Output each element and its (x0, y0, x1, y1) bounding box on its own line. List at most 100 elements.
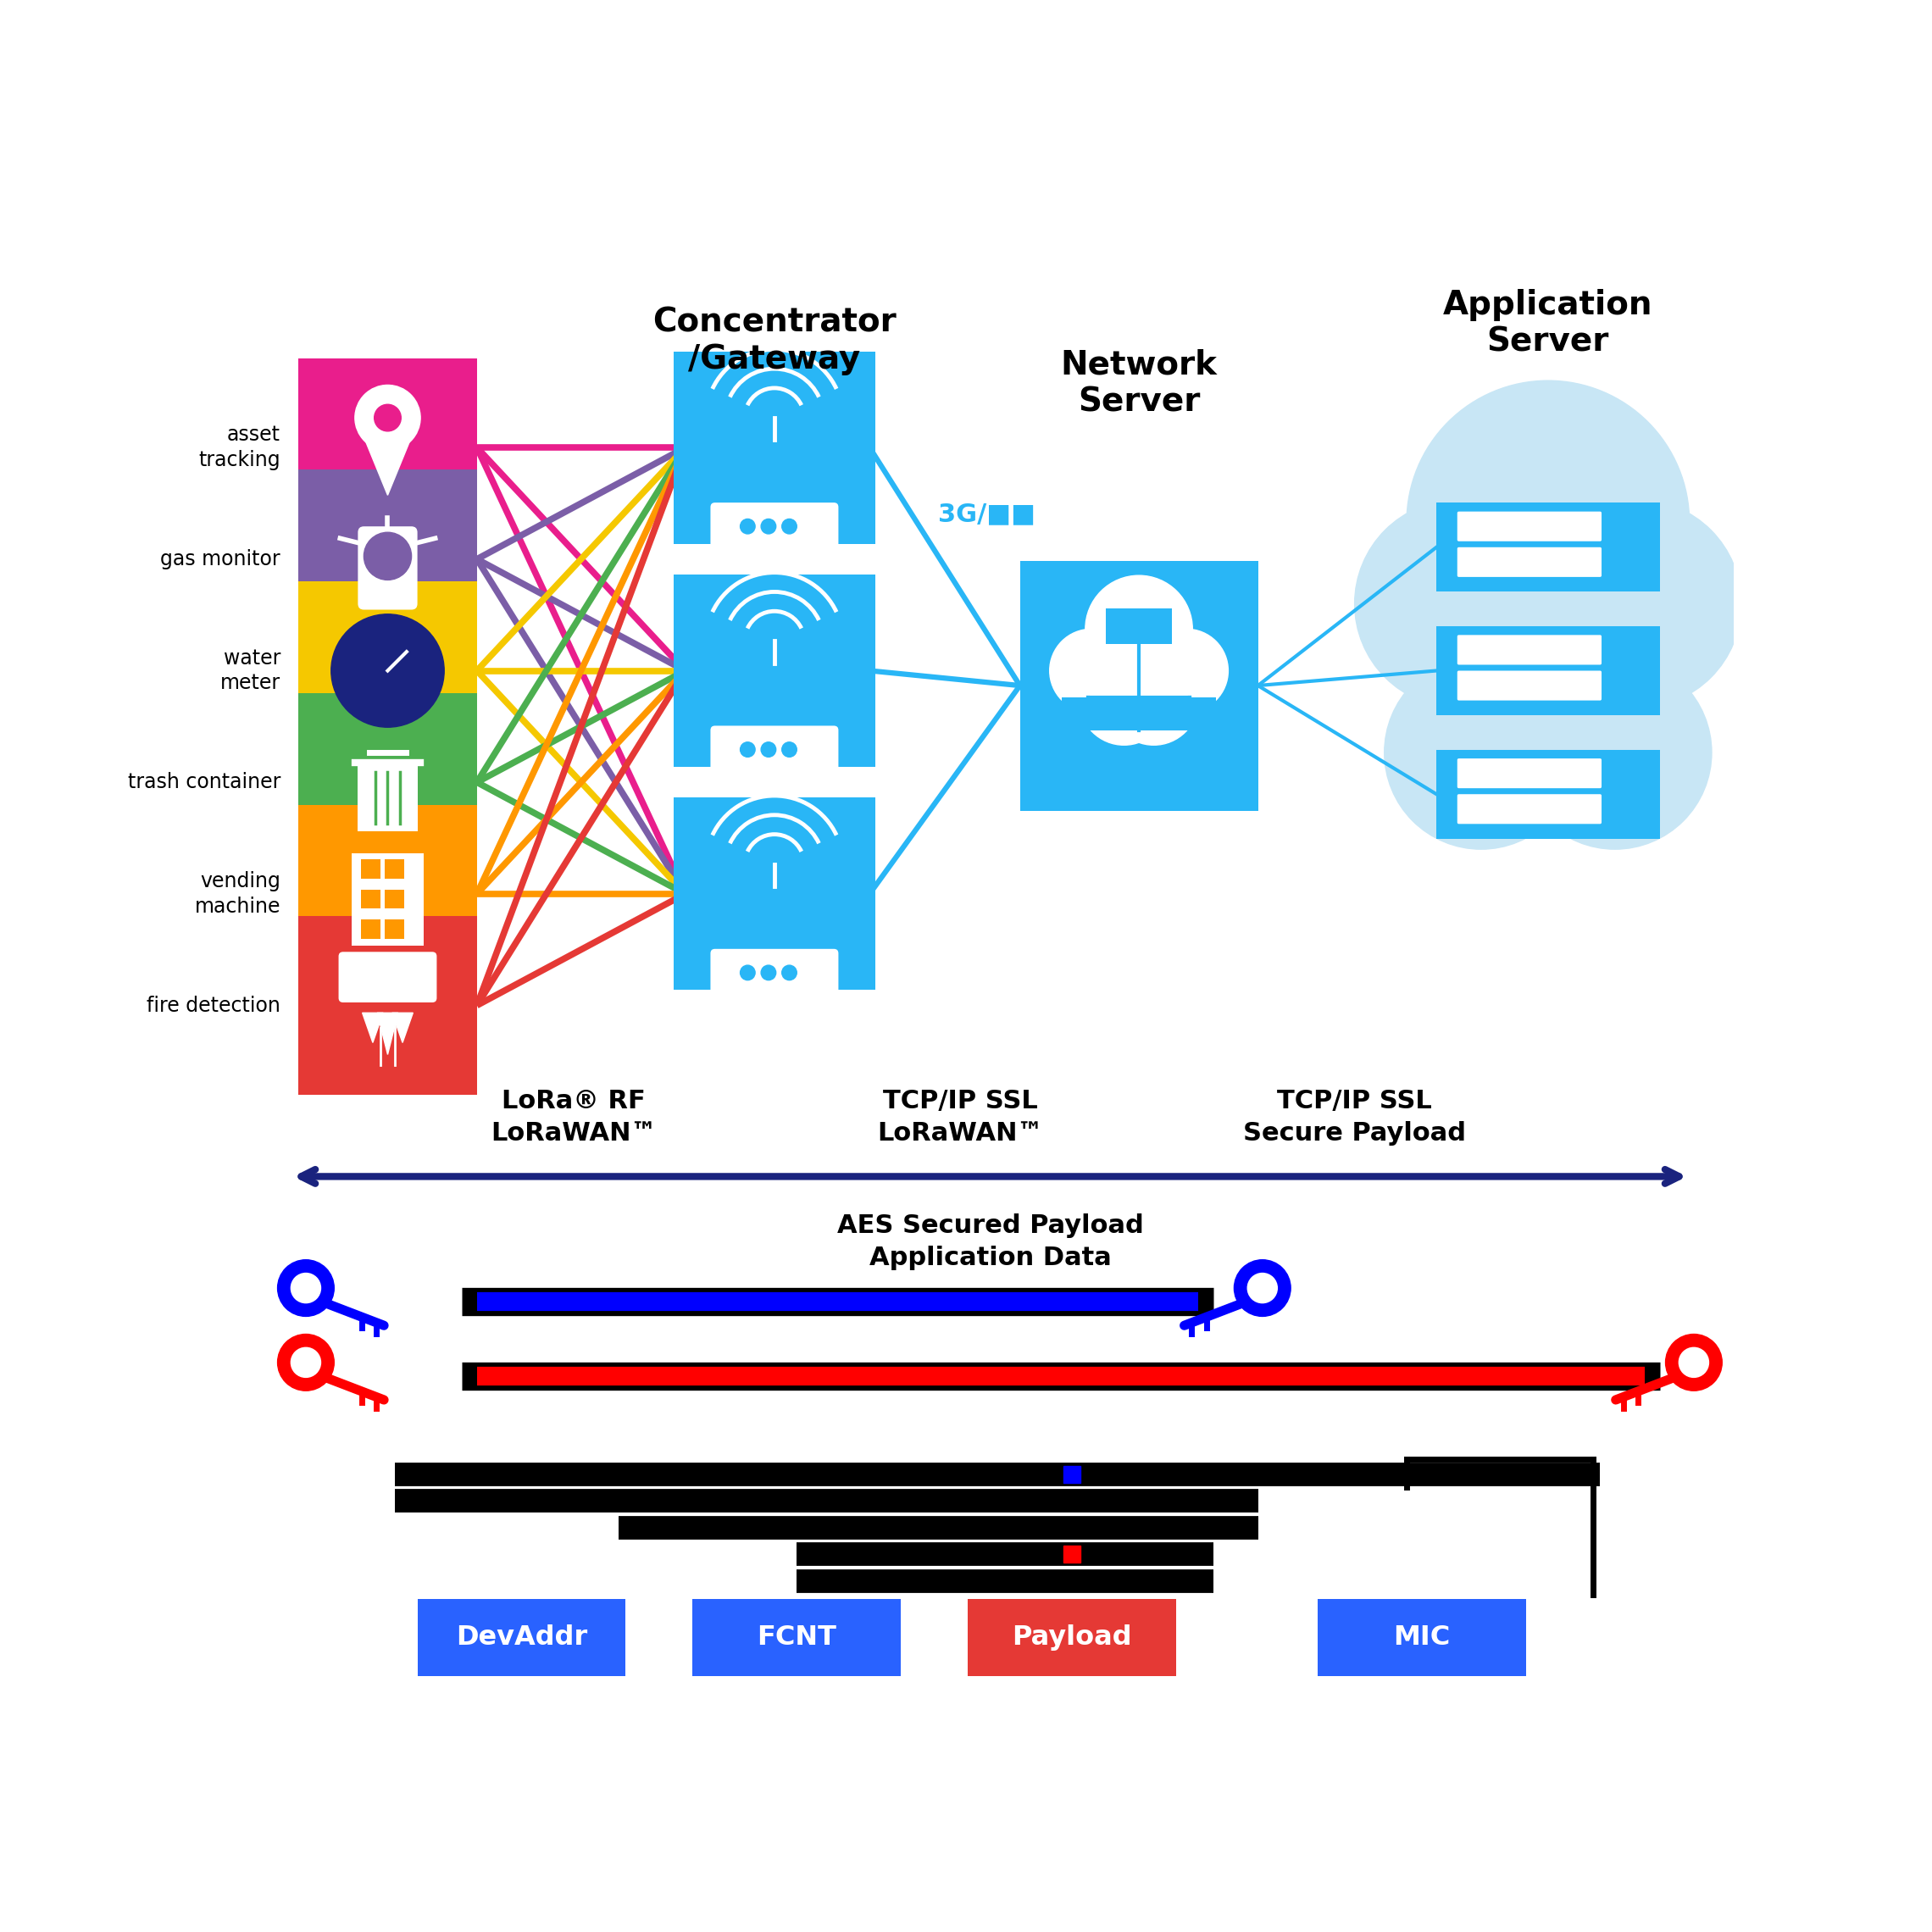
Circle shape (1406, 381, 1689, 663)
Circle shape (1235, 1260, 1291, 1316)
Text: DevAddr: DevAddr (456, 1625, 587, 1650)
FancyBboxPatch shape (711, 726, 838, 773)
FancyBboxPatch shape (1437, 750, 1660, 838)
FancyBboxPatch shape (384, 860, 404, 879)
Text: fire detection: fire detection (147, 995, 280, 1016)
FancyBboxPatch shape (357, 763, 417, 831)
FancyBboxPatch shape (1107, 609, 1171, 643)
Circle shape (782, 520, 796, 533)
FancyBboxPatch shape (357, 526, 417, 611)
FancyBboxPatch shape (361, 860, 381, 879)
Circle shape (740, 520, 755, 533)
Text: Application
Server: Application Server (1443, 288, 1654, 357)
Circle shape (278, 1260, 334, 1316)
Text: Network
Server: Network Server (1061, 348, 1217, 417)
FancyBboxPatch shape (352, 854, 423, 947)
Circle shape (1422, 545, 1675, 798)
Polygon shape (377, 1012, 398, 1055)
Text: water
meter: water meter (220, 647, 280, 694)
Polygon shape (357, 960, 417, 999)
Text: TCP/IP SSL
Secure Payload: TCP/IP SSL Secure Payload (1242, 1088, 1466, 1146)
FancyBboxPatch shape (672, 798, 875, 989)
Circle shape (1665, 1335, 1721, 1391)
FancyBboxPatch shape (672, 574, 875, 767)
Text: trash container: trash container (128, 773, 280, 792)
Text: MIC: MIC (1393, 1625, 1451, 1650)
FancyBboxPatch shape (384, 889, 404, 908)
Circle shape (740, 966, 755, 980)
Polygon shape (363, 1012, 383, 1043)
FancyBboxPatch shape (711, 502, 838, 549)
FancyBboxPatch shape (338, 952, 437, 1003)
Polygon shape (361, 429, 415, 495)
Circle shape (355, 384, 421, 450)
Circle shape (740, 742, 755, 757)
Circle shape (1080, 655, 1169, 746)
Circle shape (1248, 1273, 1277, 1302)
Circle shape (1605, 516, 1625, 537)
Text: FCNT: FCNT (757, 1625, 837, 1650)
Circle shape (761, 742, 777, 757)
Circle shape (363, 533, 412, 580)
Text: Concentrator
/Gateway: Concentrator /Gateway (653, 305, 896, 375)
FancyBboxPatch shape (711, 949, 838, 995)
Text: asset
tracking: asset tracking (199, 425, 280, 469)
FancyBboxPatch shape (361, 889, 381, 908)
Text: TCP/IP SSL
LoRaWAN™: TCP/IP SSL LoRaWAN™ (877, 1088, 1043, 1146)
Circle shape (1146, 630, 1229, 713)
Text: LoRa® RF
LoRaWAN™: LoRa® RF LoRaWAN™ (491, 1088, 657, 1146)
FancyBboxPatch shape (1457, 759, 1602, 788)
Circle shape (1109, 655, 1198, 746)
FancyBboxPatch shape (1457, 794, 1602, 823)
Circle shape (782, 742, 796, 757)
Polygon shape (392, 1012, 413, 1043)
FancyBboxPatch shape (692, 1600, 900, 1677)
Circle shape (1605, 639, 1625, 661)
FancyBboxPatch shape (1113, 697, 1165, 730)
Circle shape (782, 966, 796, 980)
FancyBboxPatch shape (1318, 1600, 1526, 1677)
Circle shape (1086, 576, 1192, 682)
FancyBboxPatch shape (968, 1600, 1177, 1677)
Circle shape (1049, 630, 1132, 713)
Circle shape (1534, 500, 1741, 707)
Circle shape (278, 1335, 334, 1391)
FancyBboxPatch shape (361, 920, 381, 939)
Text: 3G/■■: 3G/■■ (939, 502, 1036, 527)
FancyBboxPatch shape (1163, 697, 1217, 730)
FancyBboxPatch shape (1457, 670, 1602, 701)
FancyBboxPatch shape (298, 469, 477, 649)
Circle shape (1679, 1349, 1708, 1378)
Circle shape (1605, 674, 1625, 696)
FancyBboxPatch shape (298, 916, 477, 1095)
Circle shape (1605, 798, 1625, 819)
Text: gas monitor: gas monitor (160, 549, 280, 570)
Circle shape (330, 614, 444, 726)
Circle shape (1605, 763, 1625, 784)
FancyBboxPatch shape (384, 920, 404, 939)
FancyBboxPatch shape (1457, 547, 1602, 578)
Circle shape (375, 404, 402, 431)
FancyBboxPatch shape (672, 352, 875, 543)
Circle shape (761, 966, 777, 980)
Circle shape (292, 1273, 321, 1302)
Circle shape (761, 520, 777, 533)
FancyBboxPatch shape (298, 582, 477, 759)
Text: Payload: Payload (1012, 1625, 1132, 1650)
FancyBboxPatch shape (1437, 626, 1660, 715)
FancyBboxPatch shape (298, 804, 477, 983)
Circle shape (1605, 553, 1625, 572)
FancyBboxPatch shape (298, 694, 477, 871)
Circle shape (1519, 655, 1712, 850)
Text: AES Secured Payload
Application Data: AES Secured Payload Application Data (837, 1213, 1144, 1271)
Circle shape (350, 632, 427, 709)
FancyBboxPatch shape (298, 357, 477, 537)
FancyBboxPatch shape (1437, 502, 1660, 591)
FancyBboxPatch shape (1061, 697, 1115, 730)
FancyBboxPatch shape (417, 1600, 626, 1677)
Circle shape (292, 1349, 321, 1378)
FancyBboxPatch shape (1457, 636, 1602, 665)
Circle shape (1385, 655, 1578, 850)
FancyBboxPatch shape (1020, 560, 1258, 811)
Text: vending
machine: vending machine (195, 871, 280, 916)
